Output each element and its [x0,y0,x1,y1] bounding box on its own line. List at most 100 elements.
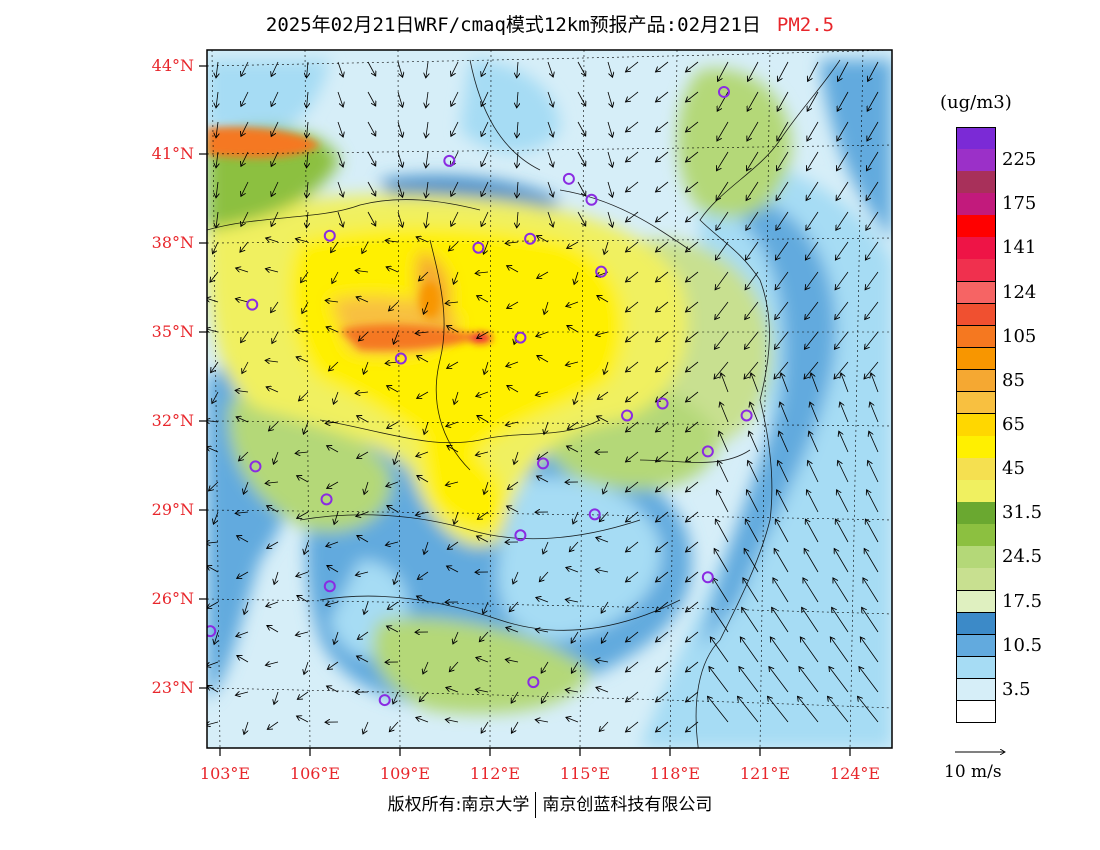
wind-vector [337,151,343,167]
wind-vector [626,631,639,642]
wind-vector [871,373,879,393]
wind-vector [712,607,729,633]
wind-vector [266,387,279,393]
wind-vector [297,476,309,483]
station-marker [562,172,575,185]
wind-vector [603,481,609,494]
wind-vector [577,181,586,196]
wind-vector [607,121,613,137]
wind-vector [355,270,369,272]
wind-vector [717,121,729,141]
wind-vector [595,332,609,335]
wind-vector [386,481,399,487]
wind-vector [216,151,218,168]
wind-vector [212,391,219,404]
wind-vector [367,181,376,196]
wind-vector [811,373,819,393]
wind-vector [507,266,519,273]
wind-vector [715,271,729,290]
wind-vector [803,578,819,603]
wind-vector [271,181,279,197]
wind-vector [834,361,849,379]
wind-vector [327,661,339,669]
wind-vector [357,416,369,423]
wind-vector [717,490,729,513]
wind-vector [837,91,849,111]
colorbar-swatch [956,347,996,371]
wind-vector [808,461,819,483]
wind-vector [601,631,609,643]
lon-label-121e: 121°E [739,764,791,783]
wind-vector [626,721,639,732]
wind-vector [607,211,613,227]
wind-vector [475,689,489,692]
wind-vector [775,271,789,290]
wind-vector [626,451,639,462]
wind-vector [841,373,849,393]
wind-vector [577,151,586,166]
wind-vector [297,511,309,518]
wind-vector [864,361,879,379]
pm25-field [207,50,892,748]
wind-vector [686,331,699,342]
wind-vector [364,481,368,494]
wind-vector [626,481,639,492]
wind-vector [626,391,639,402]
wind-vector [775,301,789,320]
wind-vector [539,571,549,582]
wind-vector [207,447,219,453]
wind-vector [307,61,309,78]
wind-vector [506,627,519,633]
wind-vector [596,537,609,543]
wind-vector [483,241,489,254]
station-marker [588,508,601,521]
wind-vector [775,241,789,260]
wind-vector [357,656,369,663]
wind-vector [716,181,729,201]
station-marker [394,352,407,365]
wind-vector [544,421,549,434]
wind-vector [307,91,309,108]
lon-label-115e: 115°E [559,764,611,783]
wind-vector [656,631,669,642]
wind-vector [865,301,879,320]
wind-vector [393,331,399,344]
colorbar-swatch [956,656,996,680]
wind-vector [835,519,849,543]
wind-vector [307,151,309,168]
wind-vector [397,211,403,227]
wind-vector [626,661,639,672]
colorbar-label: 3.5 [1002,678,1031,700]
boundaries [207,59,841,748]
wind-vector [296,571,309,577]
wind-vector [453,271,459,284]
wind-vector [626,61,639,72]
wind-vector [656,511,669,522]
wind-vector [302,301,309,314]
wind-vector [746,211,759,230]
wind-vector [686,691,699,702]
wind-vector [798,696,819,723]
wind-vector [477,536,489,543]
wind-vector [507,506,519,513]
wind-vector [746,181,759,201]
wind-vector [804,361,819,379]
wind-vector [626,511,639,522]
colorbar-swatch [956,458,996,481]
wind-vector [713,578,729,603]
wind-vector [426,91,428,108]
wind-vector [626,181,639,192]
wind-vector [834,331,849,349]
wind-vector [236,268,249,272]
wind-vector [362,241,369,254]
colorbar-label: 17.5 [1002,590,1043,612]
wind-vector [804,331,819,349]
wind-vector [535,392,549,395]
wind-vector [297,691,309,699]
colorbar-swatch [956,281,996,305]
wind-vector [656,61,669,72]
wind-vector [397,91,403,107]
wind-vector [769,667,789,693]
wind-vector [656,601,669,612]
lon-label-112e: 112°E [469,764,521,783]
